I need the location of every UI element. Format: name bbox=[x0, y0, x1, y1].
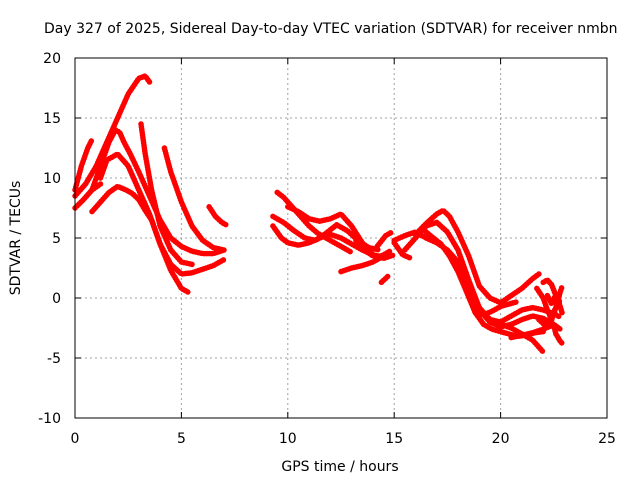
x-tick-label: 20 bbox=[492, 431, 510, 447]
series-arc-23 bbox=[472, 298, 521, 318]
y-tick-label: 15 bbox=[43, 111, 61, 127]
x-axis-label: GPS time / hours bbox=[281, 459, 398, 475]
data-series bbox=[72, 73, 566, 355]
y-tick-label: 20 bbox=[43, 51, 61, 67]
series-arc-28 bbox=[536, 298, 563, 329]
series-arc-9 bbox=[206, 204, 229, 228]
x-tick-label: 25 bbox=[598, 431, 616, 447]
series-arc-14 bbox=[338, 255, 383, 275]
x-tick-label: 5 bbox=[177, 431, 186, 447]
series-arc-3 bbox=[89, 127, 227, 257]
y-tick-label: 5 bbox=[52, 231, 61, 247]
tick-labels: 0 5 10 15 20 25 -10 -5 0 5 10 15 20 bbox=[38, 51, 616, 447]
x-tick-label: 0 bbox=[71, 431, 80, 447]
y-tick-label: 10 bbox=[43, 171, 61, 187]
series-arc-27 bbox=[540, 277, 566, 317]
series-arc-15 bbox=[353, 237, 393, 259]
x-tick-label: 10 bbox=[279, 431, 297, 447]
series-arc-7 bbox=[138, 121, 195, 268]
series-arc-13 bbox=[285, 204, 387, 260]
series-arc-16 bbox=[378, 273, 391, 286]
series-arc-12 bbox=[274, 189, 355, 256]
x-tick-label: 15 bbox=[385, 431, 403, 447]
series-arc-24 bbox=[487, 313, 563, 332]
series-arc-21 bbox=[412, 207, 542, 306]
series-arc-8 bbox=[161, 145, 227, 253]
y-tick-label: 0 bbox=[52, 291, 61, 307]
chart-title: Day 327 of 2025, Sidereal Day-to-day VTE… bbox=[44, 21, 618, 37]
series-arc-1 bbox=[72, 73, 153, 199]
series-arc-18 bbox=[391, 240, 414, 262]
series-arc-5 bbox=[89, 183, 191, 295]
series-arc-6 bbox=[72, 181, 104, 211]
series-arc-30 bbox=[544, 291, 563, 307]
plot-frame bbox=[74, 57, 608, 419]
series-arc-2 bbox=[72, 136, 95, 193]
series-arc-29 bbox=[551, 322, 566, 347]
y-tick-label: -5 bbox=[47, 351, 61, 367]
y-tick-label: -10 bbox=[38, 411, 61, 427]
series-arc-17 bbox=[374, 229, 395, 250]
y-axis-label: SDTVAR / TECUs bbox=[8, 181, 24, 296]
